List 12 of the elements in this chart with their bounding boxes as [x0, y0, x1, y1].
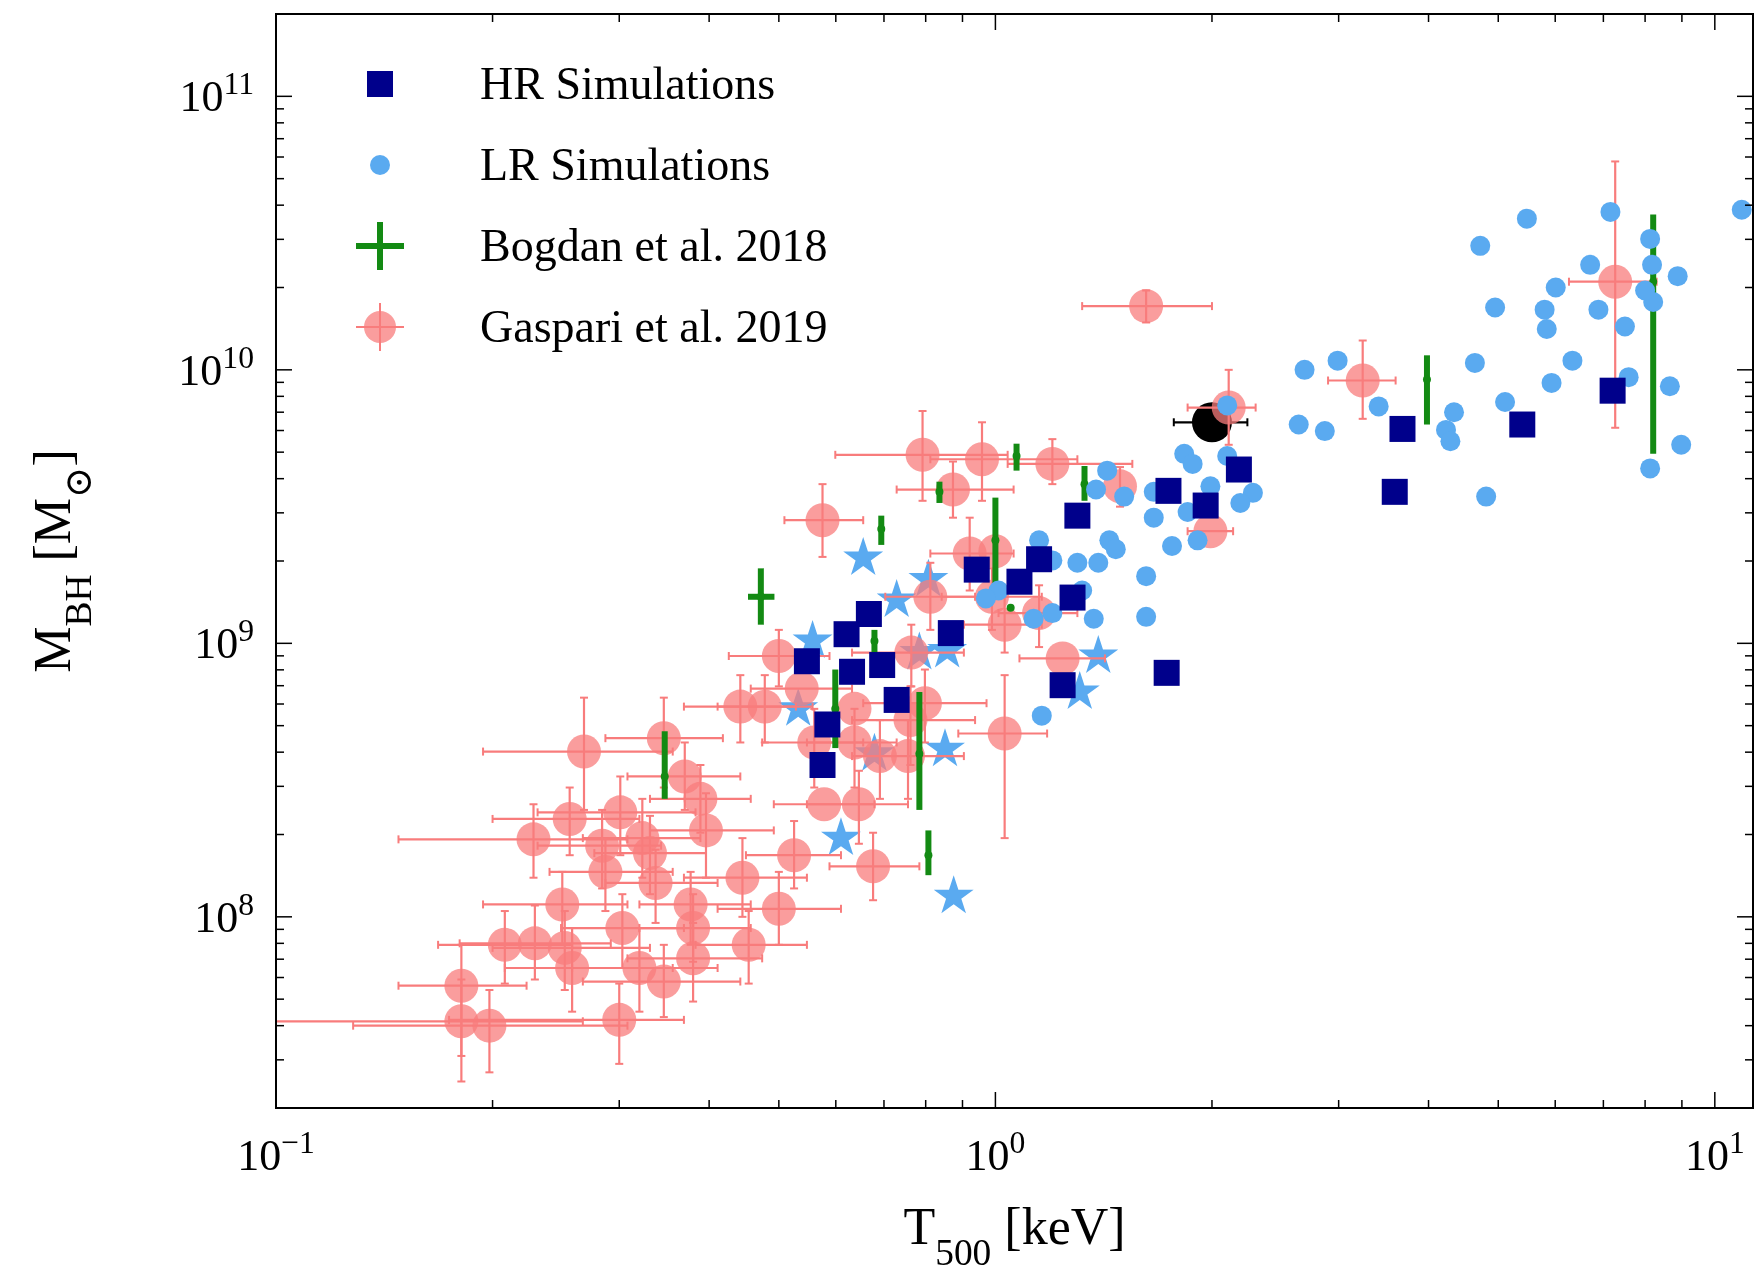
legend-label: HR Simulations: [480, 58, 776, 109]
y-tick-label: 10$^{9}$: [194, 612, 254, 669]
y-tick-label: 10$^{11}$: [179, 65, 254, 122]
y-tick-label: 10$^{8}$: [194, 886, 254, 942]
legend-label: Gaspari et al. 2019: [480, 301, 828, 352]
x-tick-label: 10$^{1}$: [1684, 1124, 1745, 1180]
y-tick-label: 10$^{10}$: [178, 339, 254, 395]
legend-label: Bogdan et al. 2018: [480, 220, 828, 271]
x-axis-title: T$_{500}$ [keV]: [903, 1198, 1126, 1273]
x-tick-label: 10$^{0}$: [965, 1124, 1026, 1180]
x-tick-label: 10$^{−1}$: [237, 1124, 315, 1180]
legend-label: LR Simulations: [480, 139, 771, 190]
